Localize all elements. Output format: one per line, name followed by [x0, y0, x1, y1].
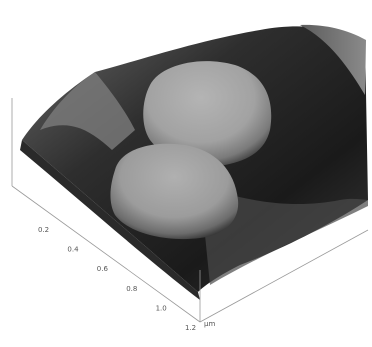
tick-label: 0.2 — [38, 226, 49, 234]
tick-label: 0.8 — [126, 285, 137, 293]
tick-label: 1.2 — [185, 324, 196, 332]
unit-label: µm — [204, 320, 215, 328]
afm-surface-image: 0.2 0.4 0.6 0.8 1.0 1.2 µm — [0, 0, 372, 347]
tick-label: 0.4 — [67, 246, 79, 254]
tick-label: 0.6 — [97, 265, 109, 273]
page: 0.20.40.60.81.01.2µm (() => { const data… — [0, 0, 372, 347]
tick-label: 1.0 — [156, 304, 167, 312]
